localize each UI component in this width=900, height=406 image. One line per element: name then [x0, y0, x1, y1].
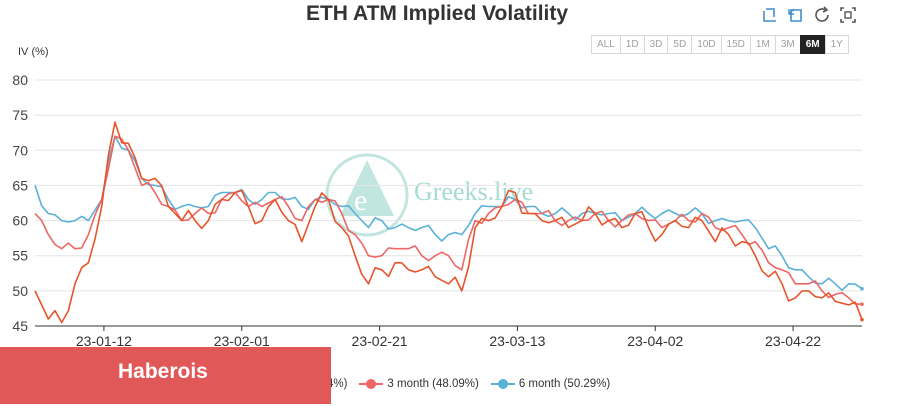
series-end-point [860, 317, 864, 322]
chart-toolbox [760, 5, 858, 25]
legend-item[interactable]: 3 month (48.09%) [359, 378, 479, 390]
y-tick-label: 65 [12, 177, 28, 193]
range-button-3m[interactable]: 3M [774, 35, 801, 54]
save-image-icon[interactable] [838, 5, 858, 25]
y-axis-title: IV (%) [18, 46, 49, 58]
y-tick-label: 60 [12, 213, 28, 229]
greeks-live-logo: e [325, 153, 409, 237]
chart-title: ETH ATM Implied Volatility [305, 2, 569, 25]
y-tick-label: 70 [12, 142, 28, 158]
svg-text:e: e [354, 184, 367, 217]
series-end-point [860, 286, 864, 291]
series-end-point [860, 302, 864, 307]
legend-swatch [490, 378, 515, 390]
series-line-6m [34, 135, 863, 291]
legend-label: 3 month (48.09%) [387, 378, 479, 390]
y-tick-label: 75 [12, 107, 28, 123]
zoom-reset-icon[interactable] [786, 5, 806, 25]
zoom-icon[interactable] [760, 5, 780, 25]
x-tick-label: 23-04-02 [627, 333, 683, 349]
x-tick-label: 23-02-21 [352, 333, 408, 349]
x-tick-label: 23-04-22 [765, 333, 821, 349]
y-tick-label: 80 [12, 72, 28, 88]
refresh-icon[interactable] [812, 5, 832, 25]
range-button-1y[interactable]: 1Y [824, 35, 849, 54]
series-line-1m [34, 121, 863, 324]
x-tick-label: 23-03-13 [489, 333, 545, 349]
legend-label: 6 month (50.29%) [518, 378, 611, 390]
x-tick-label: 23-02-01 [214, 333, 270, 349]
time-range-selector: ALL 1D 3D 5D 10D 15D 1M 3M 6M 1Y [591, 35, 849, 54]
legend-swatch [359, 378, 384, 390]
legend-item[interactable]: 6 month (50.29%) [490, 378, 611, 390]
y-tick-label: 55 [12, 248, 28, 264]
y-tick-label: 45 [12, 318, 28, 334]
y-tick-label: 50 [12, 283, 28, 299]
brand-banner: Haberois [0, 347, 331, 404]
x-tick-label: 23-01-12 [76, 333, 132, 349]
